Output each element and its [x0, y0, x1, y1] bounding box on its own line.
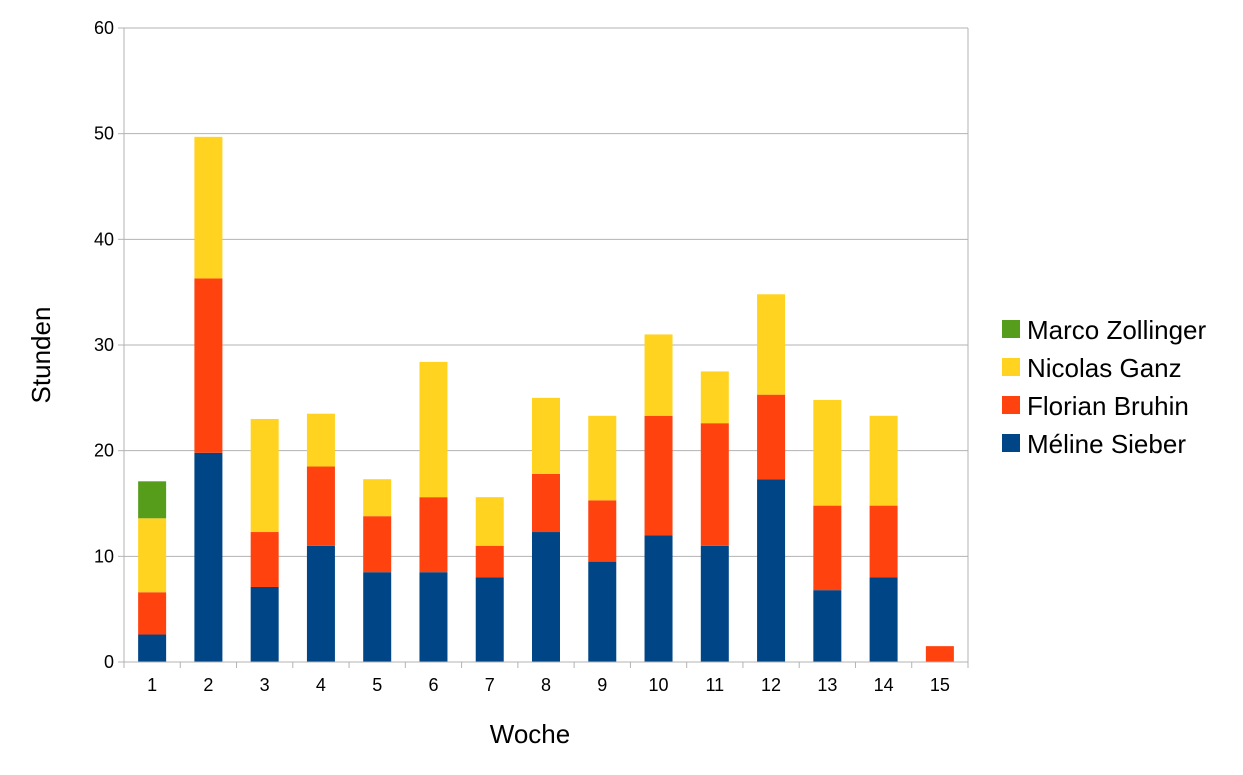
bar-segment: [588, 415, 617, 501]
x-tick-label: 2: [203, 675, 213, 695]
bar-segment: [138, 634, 167, 662]
bar-segment: [757, 394, 786, 480]
bar-segment: [363, 479, 392, 517]
bar-segment: [532, 473, 560, 533]
bar-segment: [419, 572, 448, 662]
bar-segment: [757, 294, 786, 395]
bar-segment: [306, 545, 335, 662]
legend-label: Nicolas Ganz: [1027, 353, 1182, 383]
bar-segment: [138, 592, 167, 635]
y-tick-label: 60: [94, 18, 114, 38]
bar-segment: [250, 532, 279, 587]
bar-segment: [194, 452, 223, 662]
bar-segment: [194, 136, 223, 279]
bar-segment: [644, 415, 673, 536]
legend-swatch: [1002, 434, 1020, 452]
legend-label: Florian Bruhin: [1027, 391, 1189, 421]
bar-segment: [363, 572, 392, 662]
legend: Marco Zollinger Nicolas Ganz Florian Bruhi…: [1002, 315, 1207, 459]
x-tick-label: 7: [485, 675, 495, 695]
bar-segment: [700, 545, 729, 662]
bar-segment: [700, 371, 729, 424]
x-tick-label: 5: [372, 675, 382, 695]
bar-segment: [363, 516, 392, 573]
y-tick-label: 10: [94, 546, 114, 566]
y-tick-label: 50: [94, 124, 114, 144]
bar-segment: [757, 479, 786, 662]
bar-segment: [644, 334, 673, 416]
bar-segment: [194, 278, 223, 453]
bar-segment: [250, 586, 279, 662]
bar-segment: [419, 497, 448, 573]
bar-segment: [138, 481, 167, 519]
legend-swatch: [1002, 358, 1020, 376]
legend-label: Marco Zollinger: [1027, 315, 1207, 345]
bar-segment: [532, 397, 560, 474]
x-tick-label: 15: [930, 675, 950, 695]
y-tick-label: 0: [104, 652, 114, 672]
bar-segment: [306, 466, 335, 546]
bar-segment: [869, 415, 898, 506]
x-tick-label: 4: [316, 675, 326, 695]
bar-segment: [813, 399, 842, 506]
x-tick-label: 3: [260, 675, 270, 695]
x-tick-label: 10: [649, 675, 669, 695]
x-tick-label: 8: [541, 675, 551, 695]
y-axis-title: Stunden: [26, 307, 56, 404]
bar-segment: [700, 423, 729, 546]
x-tick-label: 13: [817, 675, 837, 695]
y-tick-label: 20: [94, 441, 114, 461]
legend-label: Méline Sieber: [1027, 429, 1186, 459]
y-tick-label: 40: [94, 229, 114, 249]
x-axis-title: Woche: [490, 719, 570, 749]
bar-segment: [138, 518, 167, 593]
bar-segment: [306, 413, 335, 467]
bar-segment: [419, 361, 448, 498]
bar-segment: [813, 505, 842, 591]
x-tick-label: 11: [705, 675, 724, 695]
x-tick-label: 14: [874, 675, 894, 695]
bar-segment: [475, 497, 504, 546]
bar-segment: [813, 590, 842, 662]
bar-segment: [869, 505, 898, 578]
bar-segment: [588, 561, 617, 662]
bar-segment: [925, 646, 954, 662]
bar-segment: [475, 545, 504, 578]
legend-swatch: [1002, 396, 1020, 414]
bar-segment: [869, 577, 898, 662]
bar-segment: [475, 577, 504, 662]
legend-swatch: [1002, 320, 1020, 338]
bar-segment: [588, 500, 617, 562]
bar-segment: [250, 418, 279, 533]
bar-segment: [532, 532, 560, 662]
y-tick-label: 30: [94, 335, 114, 355]
x-tick-label: 1: [147, 675, 157, 695]
x-tick-label: 12: [761, 675, 781, 695]
x-tick-label: 6: [428, 675, 438, 695]
x-tick-label: 9: [597, 675, 607, 695]
bar-segment: [644, 535, 673, 662]
